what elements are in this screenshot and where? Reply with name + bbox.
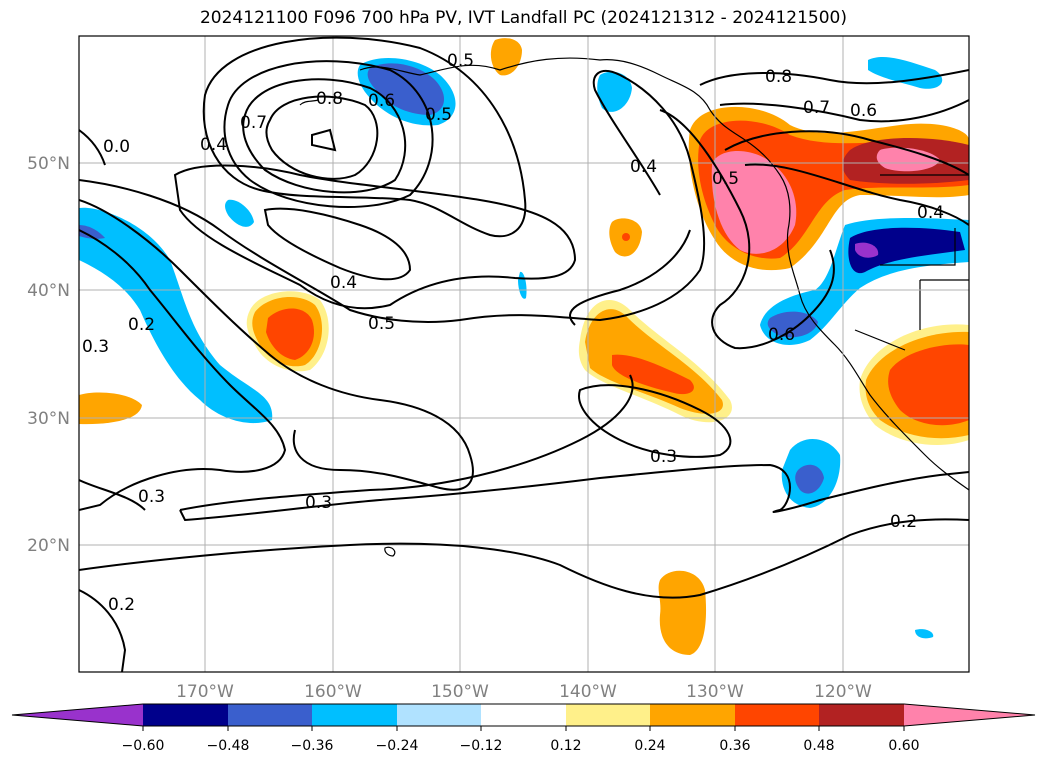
colorbar-bin — [312, 704, 397, 726]
colorbar-tick-label: 0.24 — [634, 738, 665, 754]
contour-label: 0.2 — [108, 595, 135, 615]
map-title: 2024121100 F096 700 hPa PV, IVT Landfall… — [199, 8, 847, 28]
colorbar-bin — [143, 704, 228, 726]
contour-label: 0.2 — [128, 315, 155, 335]
lon-label-160w: 160°W — [304, 682, 362, 702]
contour-label: 0.6 — [850, 101, 877, 121]
contour-label: 0.5 — [712, 169, 739, 189]
contour-label: 0.8 — [316, 89, 343, 109]
colorbar-tick-label: −0.48 — [207, 738, 250, 754]
lon-label-170w: 170°W — [176, 682, 234, 702]
lat-label-30n: 30°N — [27, 409, 70, 429]
colorbar-tick-label: −0.60 — [122, 738, 165, 754]
contour-label: 0.7 — [803, 98, 830, 118]
coastlines — [299, 57, 969, 557]
latitude-labels: 20°N 30°N 40°N 50°N — [27, 154, 70, 556]
colorbar-tick-label: 0.12 — [550, 738, 581, 754]
contour-label: 0.4 — [200, 135, 227, 155]
colorbar-tick-label: −0.12 — [460, 738, 503, 754]
contour-label: 0.3 — [305, 493, 332, 513]
contour-label: 0.4 — [630, 157, 657, 177]
colorbar-tick-label: 0.36 — [719, 738, 750, 754]
pv-anomaly-shading — [79, 38, 969, 655]
pv-contours — [79, 36, 969, 672]
contour-label: 0.4 — [917, 203, 944, 223]
map-frame — [78, 35, 970, 673]
colorbar-bin — [650, 704, 735, 726]
colorbar-bin — [819, 704, 904, 726]
contour-label: 0.5 — [447, 51, 474, 71]
contour-label: 0.6 — [368, 91, 395, 111]
colorbar-extend-min — [12, 704, 143, 726]
colorbar-tick-label: 0.48 — [803, 738, 834, 754]
contour-label: 0.5 — [425, 105, 452, 125]
colorbar-tick-label: 0.60 — [888, 738, 919, 754]
contour-label: 0.6 — [768, 325, 795, 345]
contour-label: 0.3 — [138, 487, 165, 507]
colorbar-tick-label: −0.36 — [291, 738, 334, 754]
lon-label-150w: 150°W — [431, 682, 489, 702]
colorbar-bin — [228, 704, 312, 726]
longitude-labels: 170°W 160°W 150°W 140°W 130°W 120°W — [176, 682, 872, 702]
lon-label-140w: 140°W — [559, 682, 617, 702]
contour-label: 0.4 — [330, 273, 357, 293]
colorbar-bin — [397, 704, 481, 726]
gridlines — [79, 36, 969, 672]
contour-label: 0.3 — [82, 337, 109, 357]
lat-label-20n: 20°N — [27, 536, 70, 556]
contour-label: 0.7 — [240, 113, 267, 133]
contour-label: 0.2 — [890, 512, 917, 532]
colorbar-ticks — [142, 726, 905, 731]
contour-label-group: 0.5 0.6 0.5 0.8 0.7 0.4 0.0 0.8 0.7 0.6 … — [82, 51, 944, 615]
lat-label-50n: 50°N — [27, 154, 70, 174]
contour-label: 0.5 — [368, 314, 395, 334]
lon-label-130w: 130°W — [686, 682, 744, 702]
lon-label-120w: 120°W — [814, 682, 872, 702]
colorbar: −0.60 −0.48 −0.36 −0.24 −0.12 0.12 0.24 … — [11, 703, 1036, 754]
lat-label-40n: 40°N — [27, 281, 70, 301]
colorbar-bin — [735, 704, 819, 726]
contour-label: 0.3 — [650, 447, 677, 467]
colorbar-tick-label: −0.24 — [376, 738, 419, 754]
colorbar-extend-max — [904, 704, 1035, 726]
colorbar-bin — [566, 704, 650, 726]
contour-label: 0.8 — [765, 67, 792, 87]
contour-label: 0.0 — [103, 137, 130, 157]
colorbar-bin — [481, 704, 566, 726]
map-plot-area: 0.5 0.6 0.5 0.8 0.7 0.4 0.0 0.8 0.7 0.6 … — [79, 36, 969, 672]
